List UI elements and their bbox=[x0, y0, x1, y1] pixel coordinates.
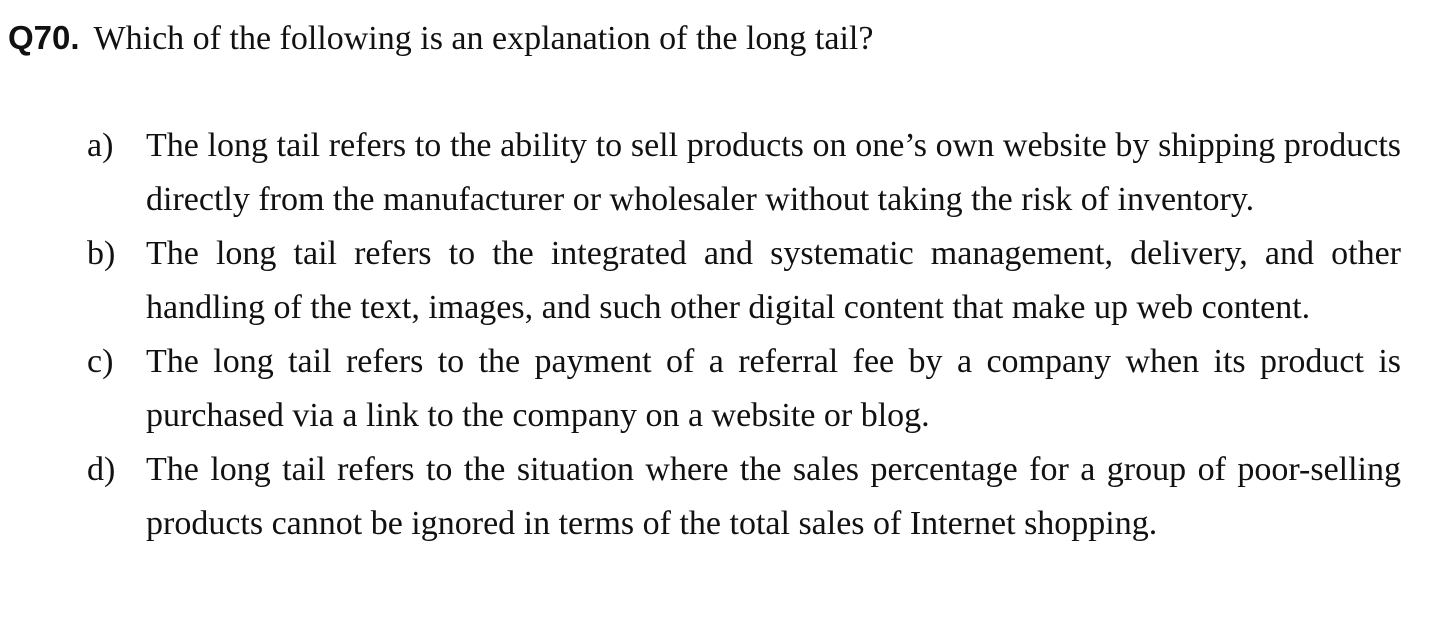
option-text: The long tail refers to the ability to s… bbox=[146, 127, 1401, 218]
option-text: The long tail refers to the integrated a… bbox=[146, 235, 1401, 326]
question-header: Q70. Which of the following is an explana… bbox=[8, 14, 1428, 69]
question-number: Q70. bbox=[8, 19, 80, 56]
answer-options-list: a) The long tail refers to the ability t… bbox=[0, 119, 1450, 551]
answer-option-a: a) The long tail refers to the ability t… bbox=[0, 119, 1450, 227]
answer-option-b: b) The long tail refers to the integrate… bbox=[0, 227, 1450, 335]
option-letter: a) bbox=[87, 127, 114, 164]
answer-option-c: c) The long tail refers to the payment o… bbox=[0, 335, 1450, 443]
option-letter: d) bbox=[87, 451, 116, 488]
answer-option-d: d) The long tail refers to the situation… bbox=[0, 443, 1450, 551]
option-letter: b) bbox=[87, 235, 116, 272]
option-letter: c) bbox=[87, 343, 114, 380]
option-text: The long tail refers to the situation wh… bbox=[146, 451, 1401, 542]
option-text: The long tail refers to the payment of a… bbox=[146, 343, 1401, 434]
question-text: Which of the following is an explanation… bbox=[93, 20, 874, 57]
